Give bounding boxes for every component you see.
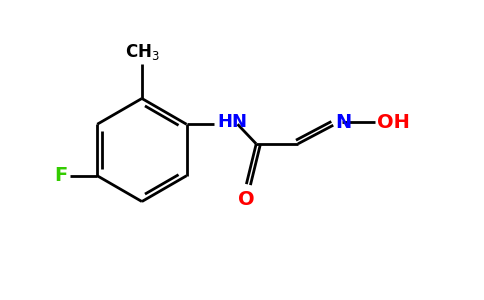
Text: O: O xyxy=(238,190,255,209)
Text: OH: OH xyxy=(377,113,410,132)
Text: N: N xyxy=(335,113,351,132)
Text: HN: HN xyxy=(217,113,247,131)
Text: CH$_3$: CH$_3$ xyxy=(124,42,159,62)
Text: F: F xyxy=(54,166,67,185)
